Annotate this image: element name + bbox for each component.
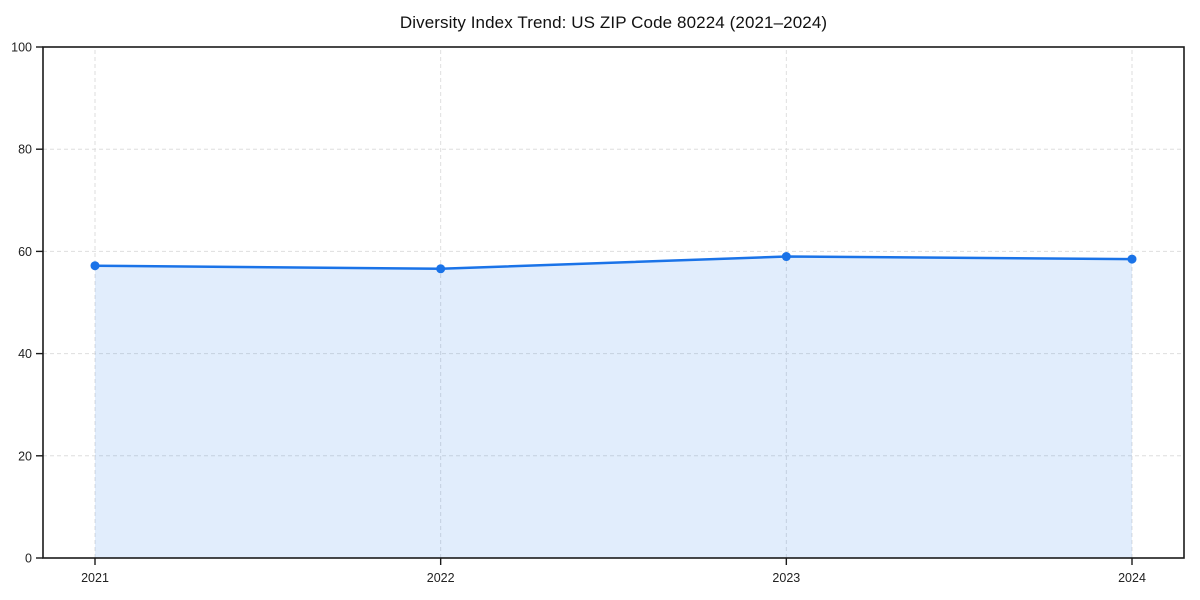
y-tick-label: 80 — [18, 143, 32, 157]
area-fill — [95, 256, 1132, 558]
x-tick-label: 2023 — [772, 571, 800, 585]
y-tick-label: 0 — [25, 552, 32, 566]
data-point-2022 — [436, 264, 446, 274]
data-point-2023 — [781, 252, 791, 262]
x-tick-label: 2021 — [81, 571, 109, 585]
data-point-2021 — [90, 261, 100, 271]
y-tick-label: 20 — [18, 449, 32, 463]
y-tick-label: 100 — [11, 41, 32, 55]
plot-border — [42, 46, 1185, 559]
y-tick-label: 40 — [18, 347, 32, 361]
data-point-2024 — [1127, 254, 1137, 264]
chart-title: Diversity Index Trend: US ZIP Code 80224… — [399, 13, 828, 32]
y-tick-label: 60 — [18, 245, 32, 259]
x-tick-label: 2022 — [427, 571, 455, 585]
trend-line — [93, 255, 1134, 271]
x-tick-label: 2024 — [1118, 571, 1146, 585]
